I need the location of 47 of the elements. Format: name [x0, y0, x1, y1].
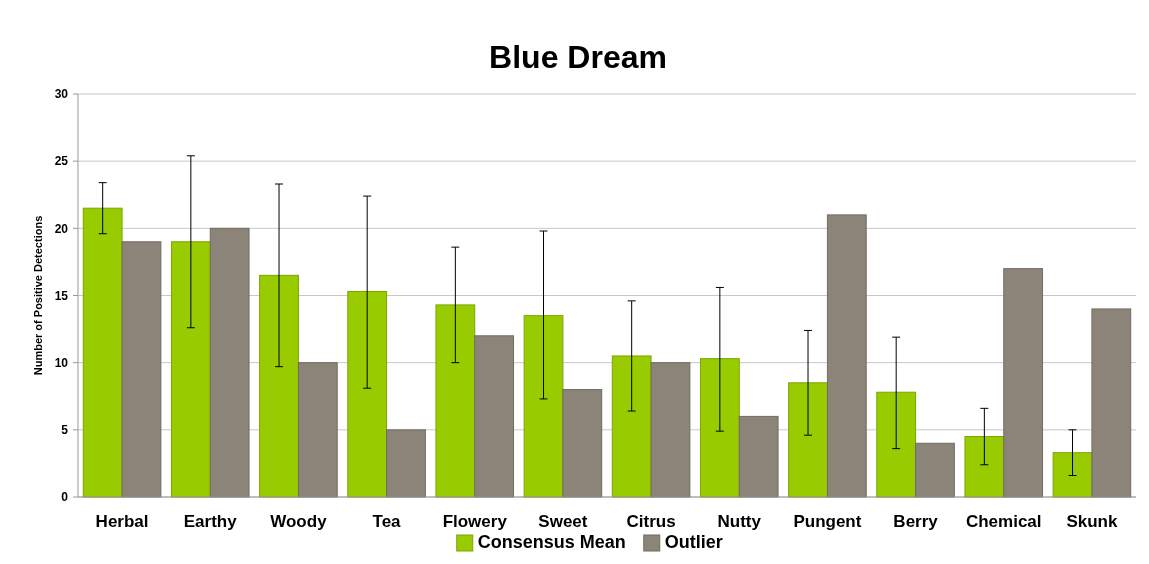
- bar: [699, 358, 740, 498]
- bar: [1052, 452, 1093, 498]
- x-tick-label: Earthy: [183, 512, 238, 531]
- x-tick-label: Chemical: [965, 512, 1042, 531]
- y-tick-label: 0: [61, 490, 69, 505]
- bar: [297, 362, 338, 498]
- bar: [964, 436, 1005, 498]
- bar: [1091, 308, 1132, 498]
- bar: [562, 389, 603, 498]
- x-tick-label: Skunk: [1066, 512, 1118, 531]
- bar: [788, 382, 828, 498]
- x-tick-label: Herbal: [95, 512, 149, 531]
- bar: [915, 442, 955, 498]
- y-tick-label: 15: [54, 288, 69, 303]
- x-tick-label: Flowery: [442, 512, 508, 531]
- bar: [826, 214, 867, 498]
- bar: [386, 429, 426, 498]
- x-tick-label: Sweet: [538, 512, 588, 531]
- legend-label: Outlier: [664, 532, 723, 552]
- bar: [121, 241, 162, 498]
- chart-title: Blue Dream: [489, 39, 667, 75]
- y-tick-label: 30: [54, 87, 69, 102]
- bar: [738, 415, 779, 498]
- bar: [82, 207, 123, 498]
- legend-label: Consensus Mean: [477, 532, 626, 552]
- bar: [347, 290, 388, 498]
- x-tick-label: Tea: [372, 512, 402, 531]
- bar: [209, 227, 250, 498]
- bar: [650, 362, 691, 498]
- bar: [435, 304, 476, 498]
- bar: [170, 241, 211, 498]
- x-tick-label: Berry: [893, 512, 939, 531]
- bar: [611, 355, 652, 498]
- x-tick-label: Citrus: [626, 512, 676, 531]
- bar: [1003, 268, 1044, 498]
- y-axis-title: Number of Positive Detections: [32, 215, 44, 376]
- y-tick-label: 25: [54, 154, 69, 169]
- y-tick-label: 10: [54, 355, 69, 370]
- bar: [876, 391, 917, 498]
- x-tick-label: Pungent: [793, 512, 862, 531]
- x-tick-label: Woody: [270, 512, 328, 531]
- bar: [523, 315, 564, 498]
- bar: [474, 335, 515, 498]
- y-tick-label: 20: [54, 221, 69, 236]
- bar: [259, 274, 299, 498]
- x-tick-label: Nutty: [717, 512, 762, 531]
- y-tick-label: 5: [61, 423, 69, 438]
